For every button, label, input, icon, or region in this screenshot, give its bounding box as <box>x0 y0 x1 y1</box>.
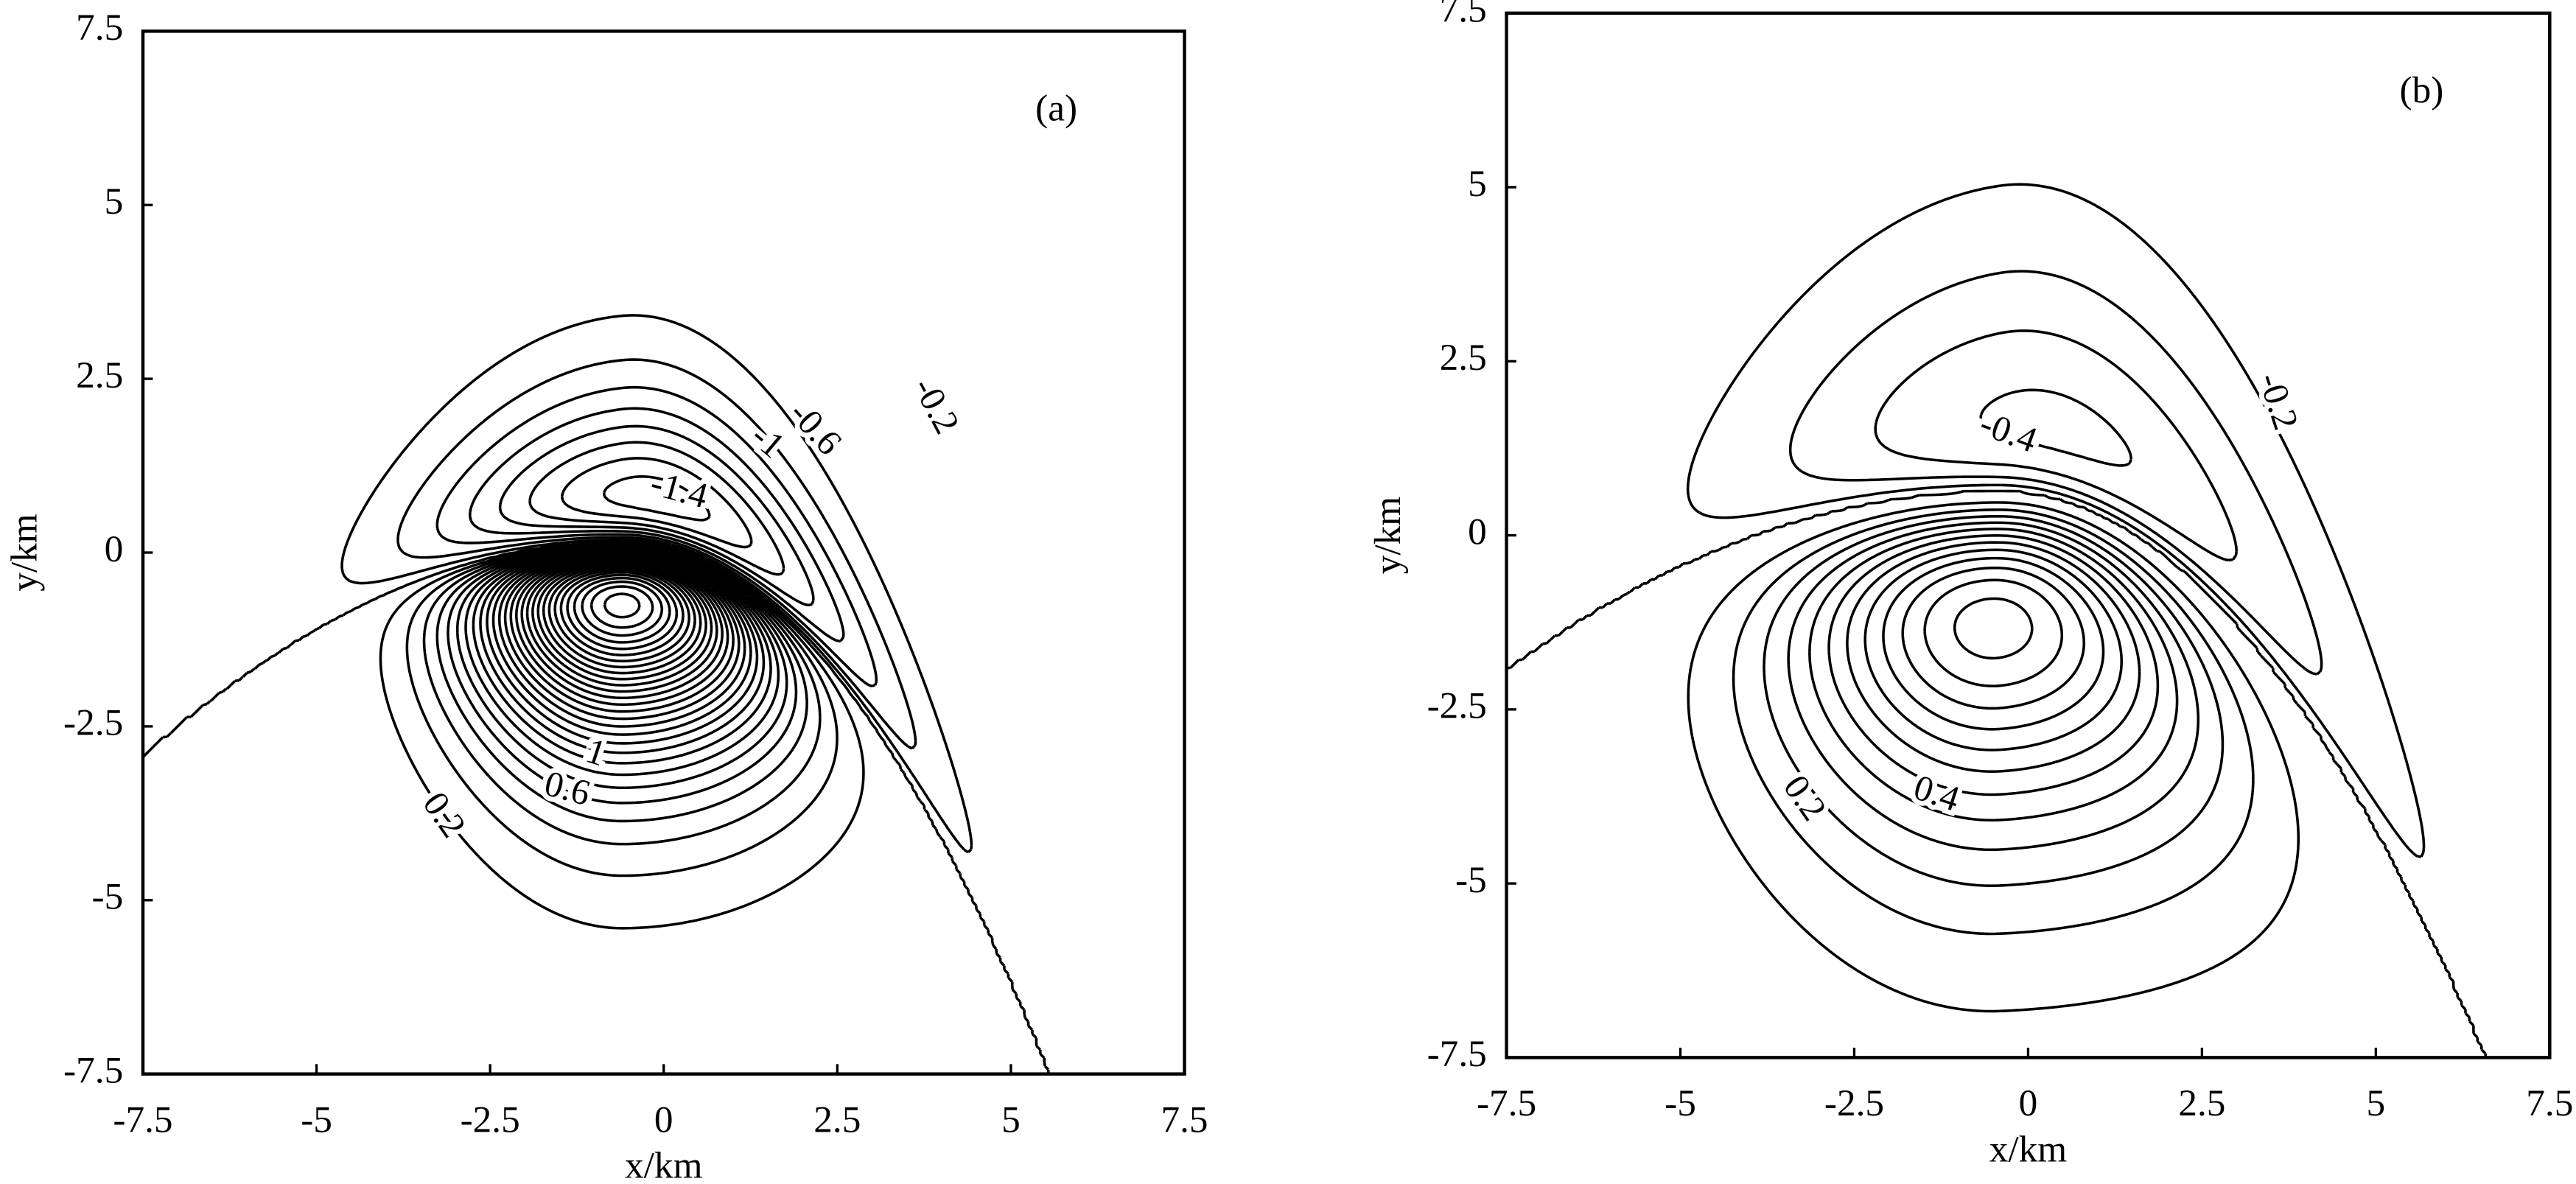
contour-line <box>559 570 685 656</box>
y-tick-label: -7.5 <box>1427 1033 1487 1075</box>
x-tick-label: 2.5 <box>813 1099 861 1141</box>
contour-line <box>528 441 785 576</box>
contour-line <box>1827 534 2160 796</box>
y-tick-label: 0 <box>1468 511 1487 553</box>
y-tick-label: 5 <box>1468 163 1487 205</box>
x-tick-label: -5 <box>1665 1082 1696 1124</box>
x-axis-label: x/km <box>1989 1128 2068 1170</box>
x-tick-label: 5 <box>2367 1082 2386 1124</box>
contour-line <box>1846 541 2141 773</box>
contour-line <box>1788 270 2323 676</box>
contour-line <box>566 573 679 651</box>
contour-line <box>1979 388 2133 467</box>
x-tick-label: -2.5 <box>1824 1082 1884 1124</box>
contour-line <box>1763 515 2225 888</box>
y-axis-label: y/km <box>1367 497 1409 574</box>
y-tick-label: -5 <box>91 876 123 918</box>
contour-line <box>531 561 713 687</box>
contour-line <box>581 580 664 637</box>
contour-line <box>503 553 741 721</box>
x-tick-label: -7.5 <box>1477 1082 1536 1124</box>
contour-line <box>602 475 711 522</box>
y-axis-label: y/km <box>4 514 46 591</box>
contour-line <box>498 424 815 607</box>
y-tick-label: -2.5 <box>63 702 123 744</box>
panel-label: (b) <box>2400 69 2444 111</box>
contour-line <box>520 558 724 700</box>
y-tick-label: -7.5 <box>63 1049 123 1091</box>
contour-line <box>515 556 729 707</box>
contour-line <box>1687 501 2300 1013</box>
contour-line <box>469 407 845 643</box>
contour-line <box>1882 556 2105 731</box>
contour-line <box>573 576 671 644</box>
contour-line <box>1901 566 2086 710</box>
contour-line <box>1787 521 2200 852</box>
x-tick-label: -2.5 <box>461 1099 520 1141</box>
contour-line <box>340 314 973 854</box>
x-tick-label: 7.5 <box>2526 1082 2573 1124</box>
y-tick-label: 7.5 <box>76 7 123 49</box>
contour-line <box>435 385 878 688</box>
x-tick-label: 2.5 <box>2178 1082 2225 1124</box>
contours <box>1506 183 2488 1058</box>
contour-line <box>1863 548 2124 752</box>
x-tick-label: -5 <box>301 1099 332 1141</box>
y-tick-label: 2.5 <box>76 354 123 396</box>
contour-line <box>1808 528 2179 822</box>
y-tick-label: 5 <box>105 181 124 223</box>
panel-label: (a) <box>1035 87 1077 129</box>
y-tick-label: 2.5 <box>1440 337 1487 379</box>
contour-line <box>1686 183 2426 858</box>
contour-line <box>560 457 753 549</box>
contour-line <box>603 592 641 619</box>
x-tick-label: 5 <box>1001 1099 1021 1141</box>
contour-line <box>1732 508 2255 936</box>
contour-line <box>509 555 735 713</box>
x-tick-label: 0 <box>654 1099 673 1141</box>
x-tick-label: 7.5 <box>1161 1099 1208 1141</box>
x-tick-label: -7.5 <box>113 1099 172 1141</box>
contour-line <box>1506 489 2488 1058</box>
contour-line <box>589 585 654 629</box>
x-axis-label: x/km <box>625 1145 703 1184</box>
contour-line <box>1874 329 2239 562</box>
y-tick-label: 7.5 <box>1440 0 1487 31</box>
contour-line <box>396 358 917 750</box>
contour-line <box>525 559 718 693</box>
contour-line <box>142 539 1050 1074</box>
contour-line <box>547 566 696 669</box>
contours <box>142 314 1050 1074</box>
contour-line <box>536 562 707 681</box>
contour-line <box>1953 597 2034 660</box>
contour-line <box>553 568 691 663</box>
contour-line <box>1923 578 2064 687</box>
contour-line <box>486 550 759 745</box>
y-tick-label: -5 <box>1455 859 1487 901</box>
y-tick-label: 0 <box>105 528 124 570</box>
contour-line <box>497 553 746 728</box>
contour-line <box>542 564 702 675</box>
x-tick-label: 0 <box>2019 1082 2038 1124</box>
y-tick-label: -2.5 <box>1427 685 1487 727</box>
